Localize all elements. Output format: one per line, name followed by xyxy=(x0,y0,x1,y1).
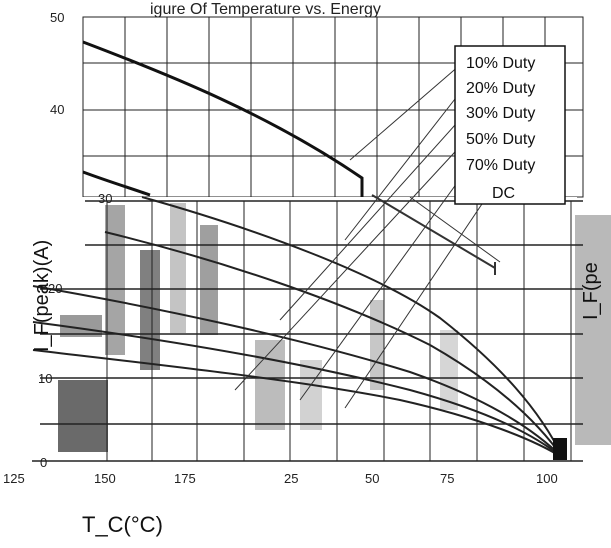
curve-20pct-upper xyxy=(82,170,151,197)
x-axis-label: T_C(°C) xyxy=(82,512,163,537)
curve-70pct-lower xyxy=(32,321,564,459)
noise-block xyxy=(60,315,102,337)
curve-30pct-lower xyxy=(104,231,564,459)
y-tick-label: 0 xyxy=(40,455,47,470)
leader-line-dc xyxy=(344,194,489,409)
convergence-mark xyxy=(553,438,567,460)
curve-segment xyxy=(409,196,501,263)
y-axis-label: I_F(peak)(A) xyxy=(31,240,53,352)
noise-block xyxy=(575,215,611,445)
noise-block xyxy=(255,340,285,430)
side-label: I_F(pe xyxy=(580,262,602,320)
leader-line-10pct xyxy=(349,64,461,161)
x-tick-label: 25 xyxy=(284,471,298,486)
x-tick-label: 125 xyxy=(3,471,25,486)
legend-item-50pct: 50% Duty xyxy=(466,131,535,148)
legend-item-70pct: 70% Duty xyxy=(466,157,535,174)
legend-item-30pct: 30% Duty xyxy=(466,105,535,122)
noise-block xyxy=(58,380,108,452)
y-tick-label: 20 xyxy=(48,281,62,296)
legend-item-10pct: 10% Duty xyxy=(466,55,535,72)
leader-line-30pct xyxy=(279,114,465,321)
curve-10pct-upper xyxy=(82,40,364,212)
legend-item-dc: DC xyxy=(492,185,515,202)
x-tick-label: 75 xyxy=(440,471,454,486)
y-tick-label: 40 xyxy=(50,102,64,117)
leader-line-50pct xyxy=(234,139,467,391)
y-tick-label: 10 xyxy=(38,371,52,386)
x-tick-label: 175 xyxy=(174,471,196,486)
curve-dc-lower xyxy=(32,349,564,459)
noise-block xyxy=(200,225,218,335)
legend-item-20pct: 20% Duty xyxy=(466,80,535,97)
legend-box xyxy=(454,45,566,205)
noise-block xyxy=(170,203,186,333)
legend: 10% Duty 20% Duty 30% Duty 50% Duty 70% … xyxy=(454,45,566,205)
x-tick-label: 50 xyxy=(365,471,379,486)
x-axis-ticks: 125 150 175 25 50 75 100 xyxy=(3,471,558,486)
curve-segment xyxy=(371,194,496,269)
noise-block xyxy=(370,300,384,390)
y-tick-label: 50 xyxy=(50,10,64,25)
noise-block xyxy=(105,205,125,355)
noise-block xyxy=(440,330,458,410)
top-caption: igure Of Temperature vs. Energy xyxy=(150,1,381,18)
y-tick-label: 30 xyxy=(98,191,112,206)
lower-plot: 30 20 10 0 I_F(peak)(A) I_F(pe xyxy=(31,64,611,470)
x-tick-label: 100 xyxy=(536,471,558,486)
leader-line-20pct xyxy=(344,89,463,241)
leader-line-70pct xyxy=(299,164,471,401)
curve-20pct-lower xyxy=(141,196,564,459)
x-tick-label: 150 xyxy=(94,471,116,486)
